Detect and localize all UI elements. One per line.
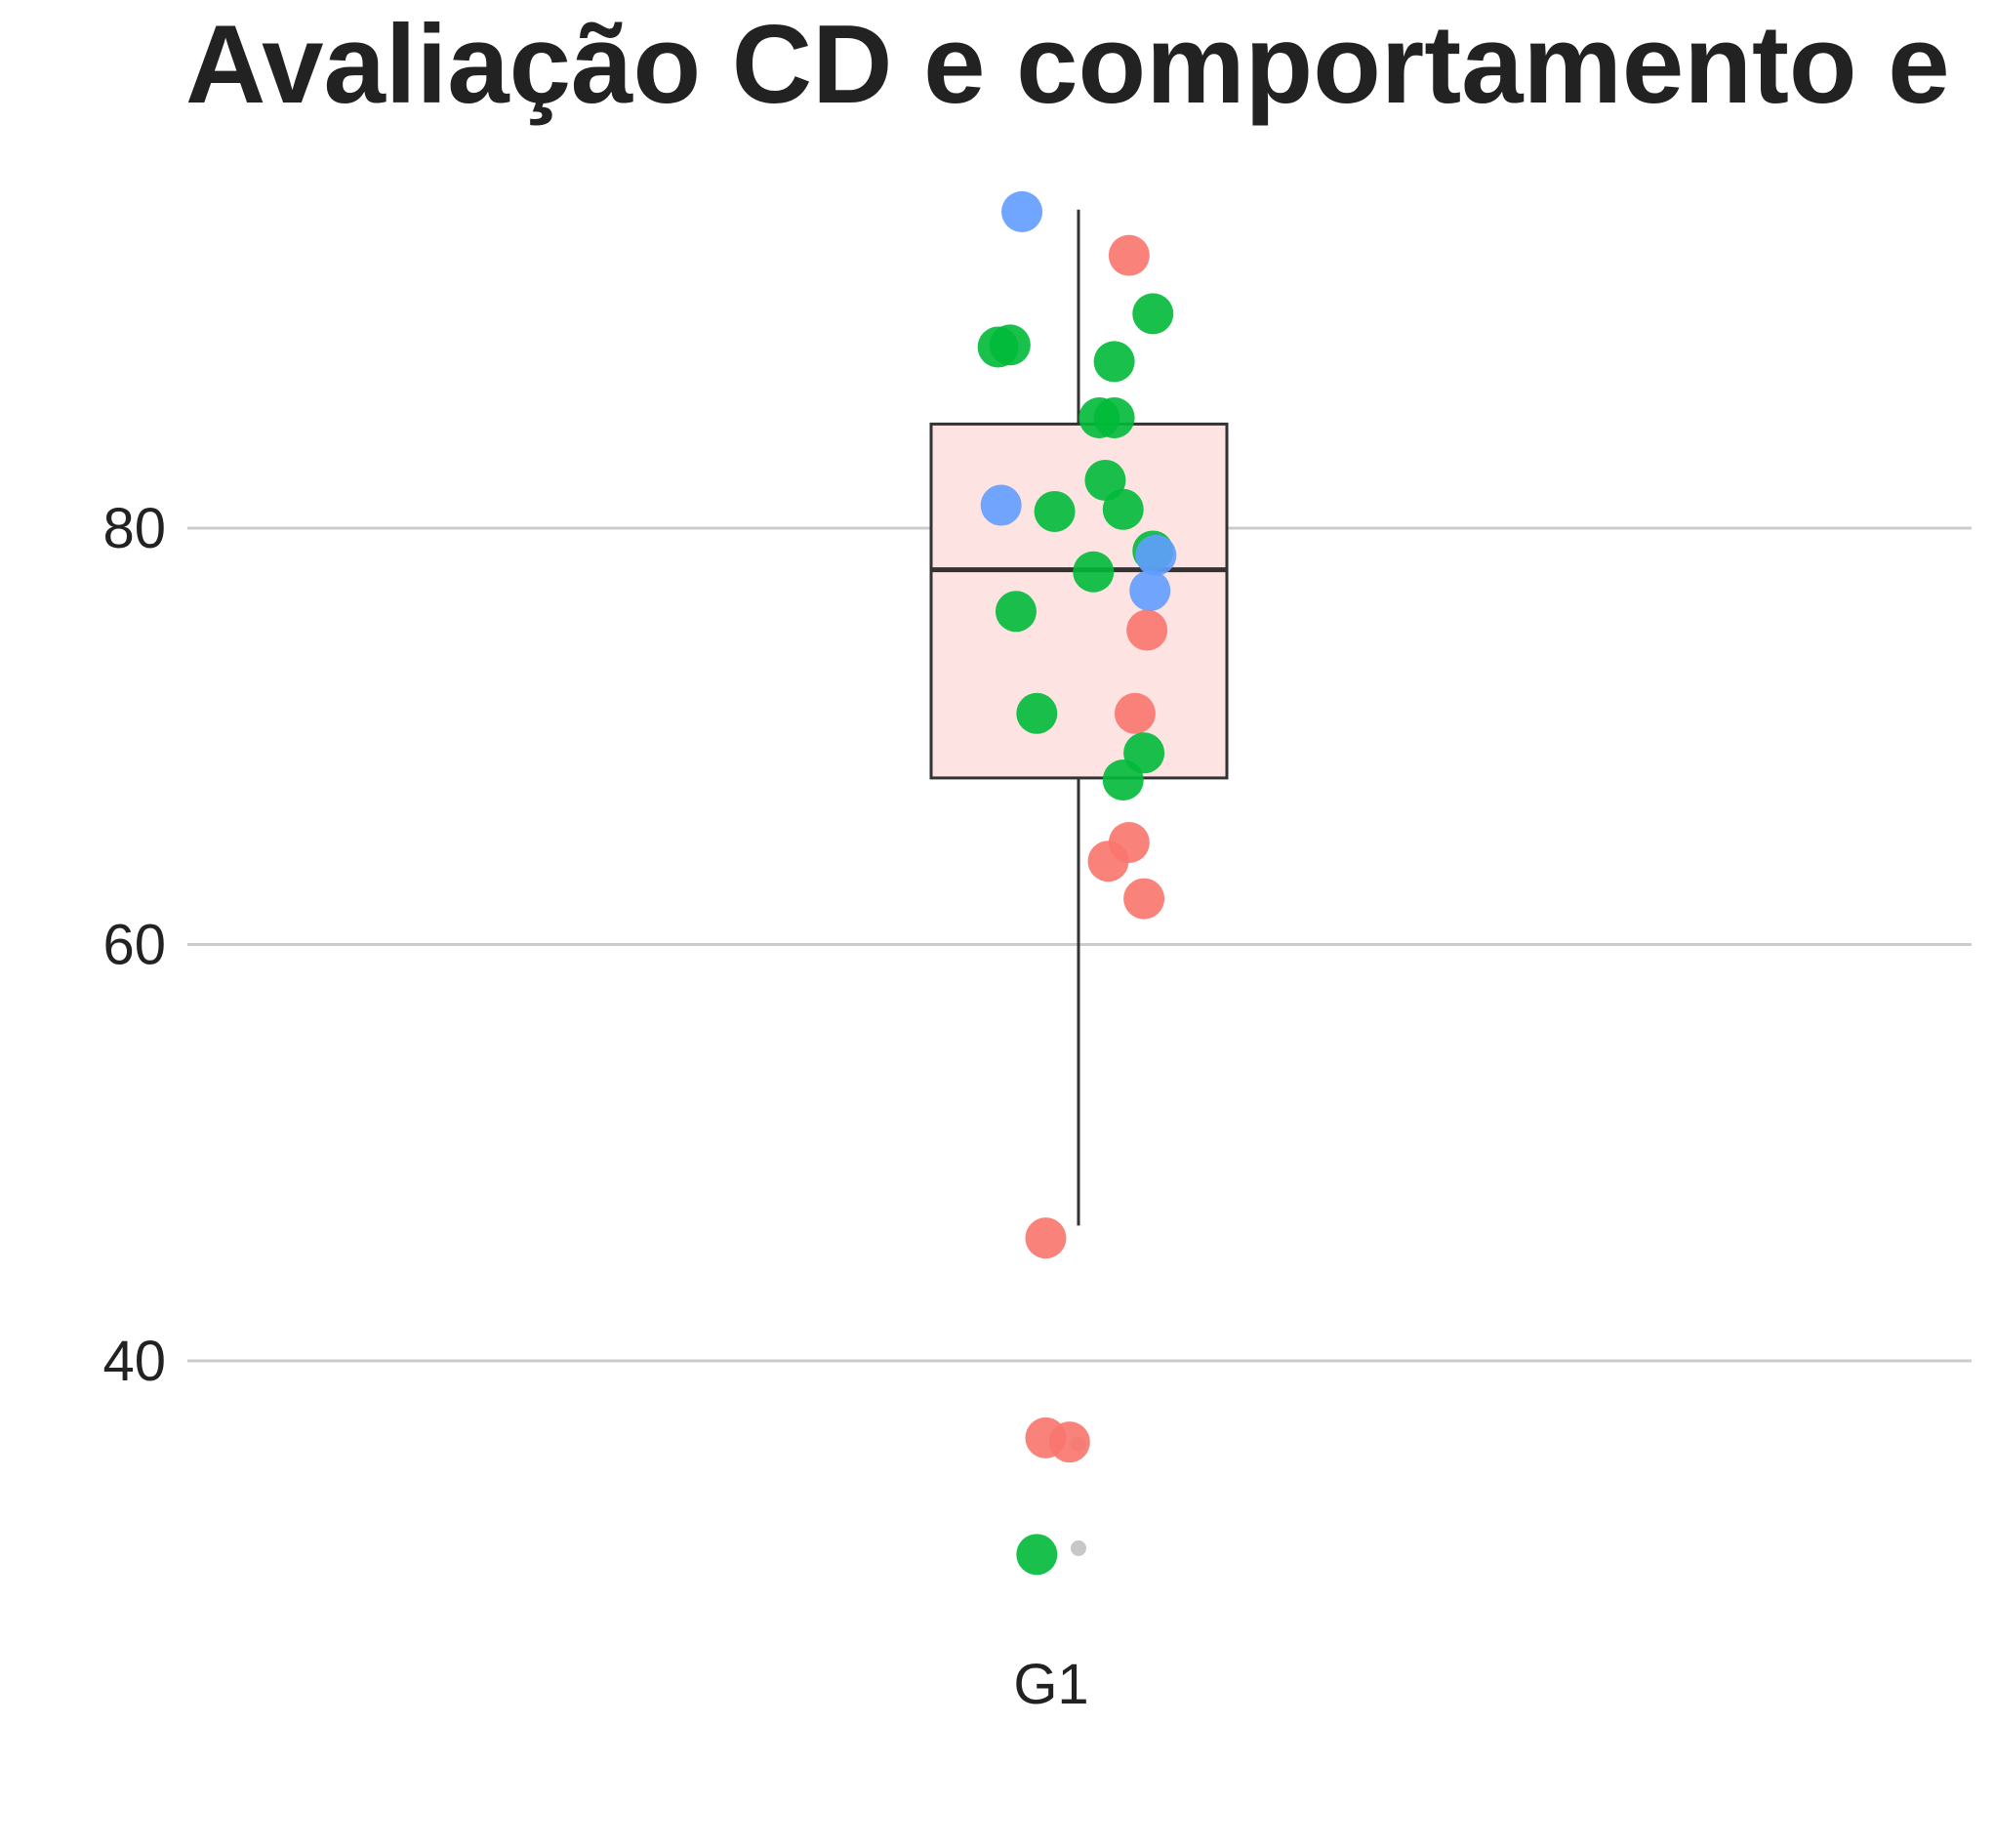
data-point xyxy=(1087,841,1129,883)
data-point xyxy=(1132,293,1174,335)
data-point xyxy=(995,591,1037,633)
y-tick-labels: 40 60 80 xyxy=(102,497,166,1393)
boxplot xyxy=(929,209,1229,1556)
data-point xyxy=(1073,551,1115,593)
y-tick-label: 80 xyxy=(102,497,166,560)
x-category-labels: G1 xyxy=(1013,1653,1088,1716)
box-iqr xyxy=(929,422,1229,780)
data-point xyxy=(1048,1421,1090,1463)
x-category-label: G1 xyxy=(1013,1653,1088,1716)
data-point xyxy=(1126,609,1168,651)
data-point xyxy=(1102,488,1144,530)
data-point xyxy=(1025,1217,1067,1259)
jitter-points xyxy=(977,190,1177,1576)
data-point xyxy=(1135,534,1177,576)
data-point xyxy=(989,324,1031,366)
data-point xyxy=(1108,234,1150,276)
data-point xyxy=(1093,341,1135,383)
data-point xyxy=(1102,760,1144,801)
data-point xyxy=(1016,1534,1058,1576)
chart-title: Avaliação CD e comportamento e xyxy=(185,3,1950,127)
data-point xyxy=(980,484,1022,526)
y-tick-label: 40 xyxy=(102,1330,166,1393)
data-point xyxy=(1034,490,1076,532)
outlier-point xyxy=(1071,1540,1086,1556)
data-point xyxy=(1114,692,1156,734)
y-tick-label: 60 xyxy=(102,914,166,977)
data-point xyxy=(1016,692,1058,734)
data-point xyxy=(1001,190,1043,232)
data-point xyxy=(1123,878,1165,920)
data-point xyxy=(1129,569,1171,611)
data-point xyxy=(1093,396,1135,438)
